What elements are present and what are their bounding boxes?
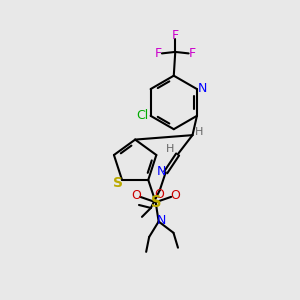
Text: S: S	[113, 176, 124, 190]
Text: N: N	[157, 214, 166, 226]
Text: N: N	[198, 82, 207, 95]
Text: Cl: Cl	[136, 109, 148, 122]
Text: F: F	[189, 47, 196, 60]
Text: H: H	[195, 127, 203, 136]
Text: H: H	[166, 144, 174, 154]
Text: F: F	[172, 29, 179, 42]
Text: F: F	[154, 47, 162, 60]
Text: O: O	[170, 189, 180, 202]
Text: N: N	[156, 165, 166, 178]
Text: O: O	[154, 188, 164, 201]
Text: O: O	[131, 189, 141, 202]
Text: S: S	[151, 195, 161, 210]
